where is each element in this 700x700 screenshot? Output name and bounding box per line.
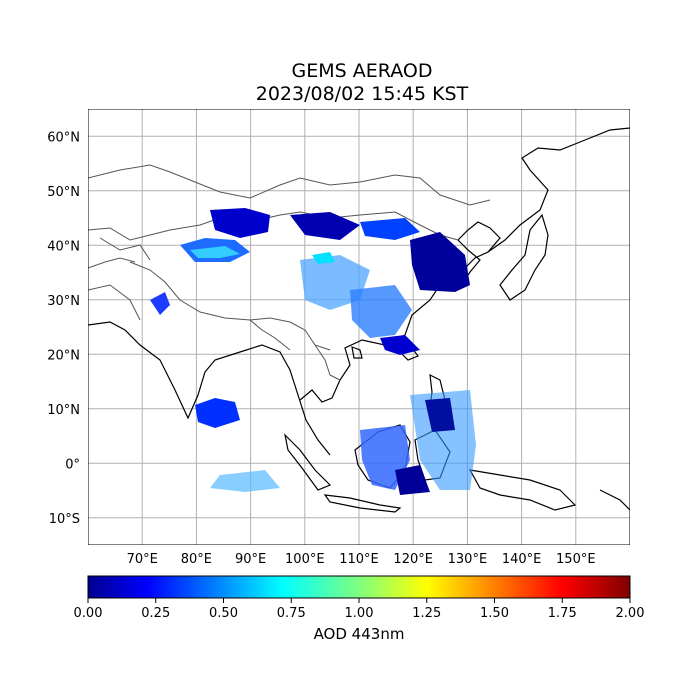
colorbar-label: AOD 443nm: [314, 625, 405, 643]
colorbar-tick-label: 0.50: [209, 606, 238, 621]
colorbar: 0.00 0.25 0.50 0.75 1.00 1.25 1.50 1.75 2.00 AOD…: [74, 575, 645, 643]
latitude-label: 10°N: [47, 403, 80, 418]
aod-data-layer: [150, 208, 476, 495]
latitude-label: 10°S: [49, 512, 80, 527]
latitude-label: 60°N: [47, 130, 80, 145]
latitude-labels: 60°N 50°N 40°N 30°N 20°N 10°N 0° 10°S: [47, 130, 80, 527]
latitude-label: 0°: [65, 457, 80, 472]
longitude-label: 130°E: [448, 552, 488, 567]
colorbar-tick-label: 0.75: [277, 606, 306, 621]
longitude-labels: 70°E 80°E 90°E 100°E 110°E 120°E 130°E 140°E 150…: [127, 552, 596, 567]
latitude-label: 40°N: [47, 239, 80, 254]
longitude-label: 100°E: [285, 552, 325, 567]
colorbar-gradient: [87, 575, 631, 599]
colorbar-ticks: 0.00 0.25 0.50 0.75 1.00 1.25 1.50 1.75 2.00: [74, 598, 645, 621]
colorbar-tick-label: 1.00: [345, 606, 374, 621]
colorbar-tick-label: 2.00: [616, 606, 645, 621]
longitude-label: 90°E: [235, 552, 266, 567]
colorbar-tick-label: 1.25: [412, 606, 441, 621]
latitude-label: 30°N: [47, 294, 80, 309]
colorbar-tick-label: 0.00: [74, 606, 103, 621]
map-plot: [88, 109, 630, 545]
colorbar-tick-label: 1.50: [480, 606, 509, 621]
colorbar-tick-label: 1.75: [548, 606, 577, 621]
longitude-label: 110°E: [339, 552, 379, 567]
map-title: GEMS AERAOD: [291, 60, 433, 82]
longitude-label: 140°E: [502, 552, 542, 567]
colorbar-tick-label: 0.25: [141, 606, 170, 621]
latitude-label: 20°N: [47, 348, 80, 363]
longitude-label: 150°E: [556, 552, 596, 567]
longitude-label: 70°E: [127, 552, 158, 567]
longitude-label: 120°E: [393, 552, 433, 567]
longitude-label: 80°E: [181, 552, 212, 567]
latitude-label: 50°N: [47, 185, 80, 200]
map-subtitle: 2023/08/02 15:45 KST: [255, 83, 469, 105]
